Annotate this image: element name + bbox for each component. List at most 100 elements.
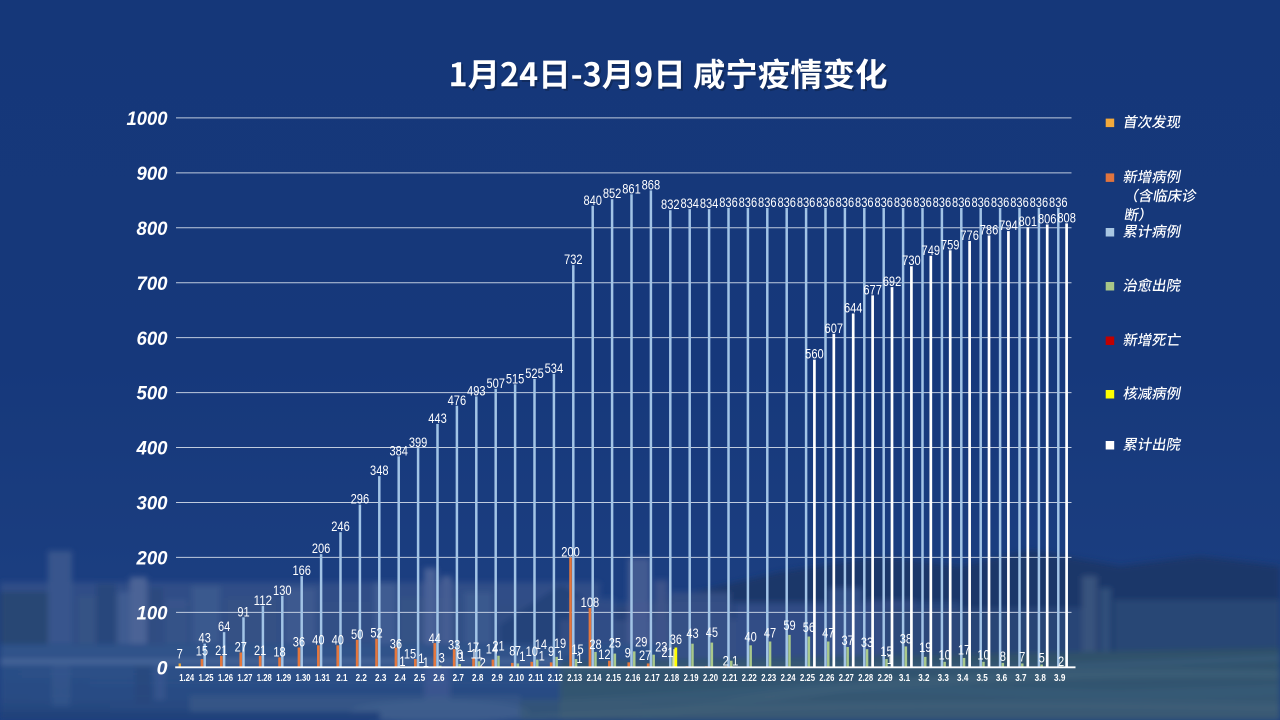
- svg-text:3.2: 3.2: [918, 673, 929, 684]
- svg-text:806: 806: [1038, 211, 1057, 226]
- svg-text:2.22: 2.22: [742, 673, 757, 684]
- svg-text:9: 9: [625, 645, 631, 660]
- svg-text:10: 10: [526, 644, 538, 659]
- svg-text:840: 840: [583, 193, 602, 208]
- svg-text:2.20: 2.20: [703, 673, 718, 684]
- svg-text:3.8: 3.8: [1035, 673, 1046, 684]
- svg-text:7: 7: [515, 644, 521, 659]
- svg-text:2.26: 2.26: [819, 673, 834, 684]
- svg-text:834: 834: [680, 196, 699, 211]
- svg-text:2.19: 2.19: [684, 673, 699, 684]
- svg-text:17: 17: [958, 642, 970, 657]
- svg-text:2.25: 2.25: [800, 673, 815, 684]
- svg-text:9: 9: [548, 644, 554, 659]
- svg-text:21: 21: [492, 638, 504, 653]
- svg-text:296: 296: [351, 492, 370, 507]
- svg-text:1.25: 1.25: [199, 673, 214, 684]
- svg-text:44: 44: [429, 631, 442, 646]
- svg-text:2.2: 2.2: [356, 673, 367, 684]
- svg-text:112: 112: [254, 593, 273, 608]
- svg-text:37: 37: [842, 633, 854, 648]
- svg-text:2: 2: [480, 656, 486, 671]
- svg-text:2.16: 2.16: [625, 673, 640, 684]
- svg-text:10: 10: [977, 648, 989, 663]
- svg-text:836: 836: [933, 195, 952, 210]
- svg-text:47: 47: [764, 626, 776, 641]
- svg-text:1: 1: [557, 648, 563, 663]
- svg-text:38: 38: [900, 631, 912, 646]
- svg-text:166: 166: [292, 563, 311, 578]
- svg-text:43: 43: [199, 631, 211, 646]
- svg-text:15: 15: [196, 644, 208, 659]
- svg-text:130: 130: [273, 583, 292, 598]
- svg-text:749: 749: [922, 243, 941, 258]
- svg-text:1.29: 1.29: [276, 673, 291, 684]
- svg-text:21: 21: [254, 643, 266, 658]
- svg-text:2.23: 2.23: [761, 673, 776, 684]
- svg-text:2.8: 2.8: [472, 673, 483, 684]
- svg-text:493: 493: [467, 383, 486, 398]
- svg-text:40: 40: [312, 632, 324, 647]
- svg-text:836: 836: [797, 195, 816, 210]
- svg-text:3.7: 3.7: [1015, 673, 1026, 684]
- svg-text:10: 10: [939, 648, 951, 663]
- svg-text:27: 27: [235, 639, 247, 654]
- svg-text:56: 56: [803, 620, 815, 635]
- svg-text:836: 836: [1010, 195, 1029, 210]
- svg-text:19: 19: [919, 640, 931, 655]
- svg-text:15: 15: [404, 646, 416, 661]
- svg-text:786: 786: [980, 222, 999, 237]
- svg-text:3.5: 3.5: [976, 673, 987, 684]
- svg-text:206: 206: [312, 541, 331, 556]
- svg-text:1: 1: [399, 654, 405, 669]
- svg-text:2.18: 2.18: [664, 673, 679, 684]
- svg-text:836: 836: [971, 195, 990, 210]
- svg-text:800: 800: [137, 218, 168, 240]
- svg-text:1: 1: [732, 654, 738, 669]
- svg-text:836: 836: [777, 195, 796, 210]
- svg-text:19: 19: [554, 636, 566, 651]
- svg-text:1.31: 1.31: [315, 673, 330, 684]
- svg-text:2.10: 2.10: [509, 673, 524, 684]
- svg-text:1.24: 1.24: [179, 673, 194, 684]
- svg-text:2.4: 2.4: [394, 673, 405, 684]
- svg-text:794: 794: [999, 218, 1018, 233]
- svg-text:91: 91: [237, 604, 249, 619]
- svg-text:1000: 1000: [127, 108, 168, 130]
- svg-text:2.12: 2.12: [548, 673, 563, 684]
- svg-text:1.26: 1.26: [218, 673, 233, 684]
- svg-text:348: 348: [370, 463, 389, 478]
- svg-text:15: 15: [880, 644, 892, 659]
- svg-text:2.3: 2.3: [375, 673, 386, 684]
- svg-text:11: 11: [471, 646, 483, 661]
- svg-text:6: 6: [457, 647, 463, 662]
- svg-text:836: 836: [991, 195, 1010, 210]
- svg-text:3.4: 3.4: [957, 673, 968, 684]
- svg-text:836: 836: [874, 195, 893, 210]
- svg-text:868: 868: [642, 177, 661, 192]
- svg-text:776: 776: [960, 228, 979, 243]
- svg-text:808: 808: [1057, 210, 1076, 225]
- svg-text:21: 21: [661, 645, 673, 660]
- svg-text:33: 33: [861, 635, 873, 650]
- svg-text:28: 28: [589, 637, 601, 652]
- svg-text:14: 14: [486, 641, 499, 656]
- svg-text:1.30: 1.30: [296, 673, 311, 684]
- svg-text:836: 836: [758, 195, 777, 210]
- svg-text:27: 27: [639, 648, 651, 663]
- svg-text:25: 25: [609, 636, 621, 651]
- svg-text:852: 852: [603, 186, 622, 201]
- svg-text:8: 8: [509, 644, 515, 659]
- svg-text:17: 17: [467, 640, 479, 655]
- svg-text:400: 400: [136, 438, 168, 460]
- svg-text:1: 1: [418, 651, 424, 666]
- svg-text:2: 2: [1058, 654, 1064, 669]
- svg-text:534: 534: [545, 361, 564, 376]
- svg-text:607: 607: [825, 321, 844, 336]
- svg-text:47: 47: [822, 626, 834, 641]
- svg-text:1.27: 1.27: [237, 673, 252, 684]
- svg-text:2.14: 2.14: [587, 673, 602, 684]
- svg-text:560: 560: [805, 347, 824, 362]
- svg-text:476: 476: [448, 393, 467, 408]
- svg-text:40: 40: [332, 632, 344, 647]
